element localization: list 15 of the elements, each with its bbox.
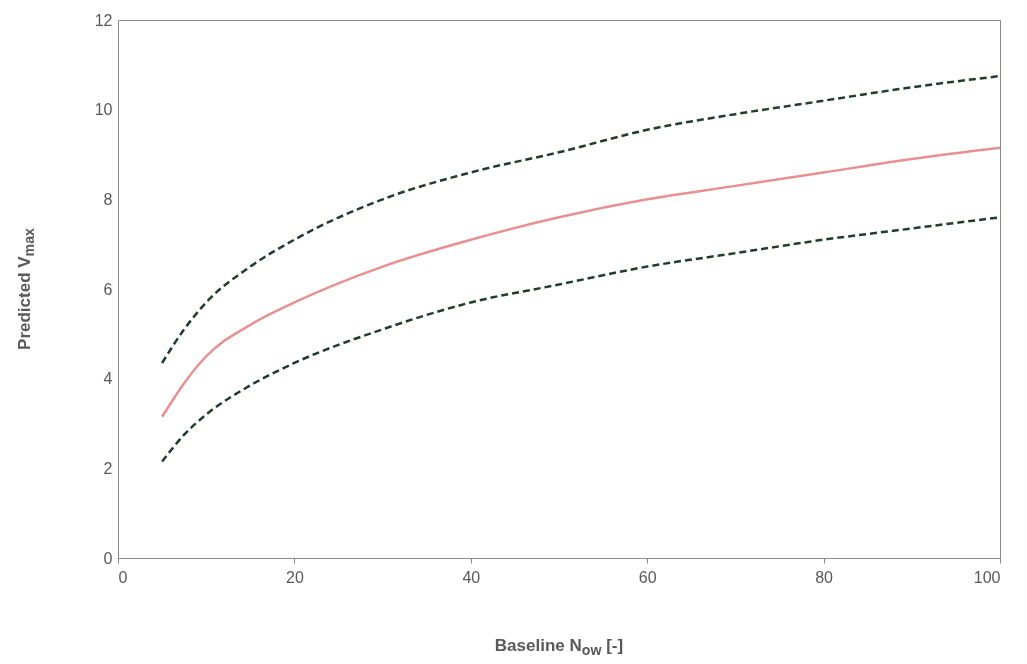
x-tick-label: 20 xyxy=(286,568,304,586)
y-tick-label: 4 xyxy=(103,370,113,388)
line-series xyxy=(160,146,1002,419)
x-tick-label: 40 xyxy=(462,568,481,586)
x-tick-label: 60 xyxy=(638,568,657,586)
y-tick-label: 2 xyxy=(103,459,113,477)
x-axis-title: Baseline N$_{ow}$ [-] xyxy=(494,636,624,659)
y-tick-label: 12 xyxy=(94,11,113,29)
y-tick-label: 0 xyxy=(103,549,113,567)
y-tick-label: 10 xyxy=(94,101,113,119)
x-tick-label: 0 xyxy=(118,568,128,586)
x-tick-label: 100 xyxy=(973,568,1001,586)
y-tick-label: 8 xyxy=(103,190,113,208)
y-tick-label: 6 xyxy=(103,280,113,298)
x-tick-label: 80 xyxy=(815,568,834,586)
